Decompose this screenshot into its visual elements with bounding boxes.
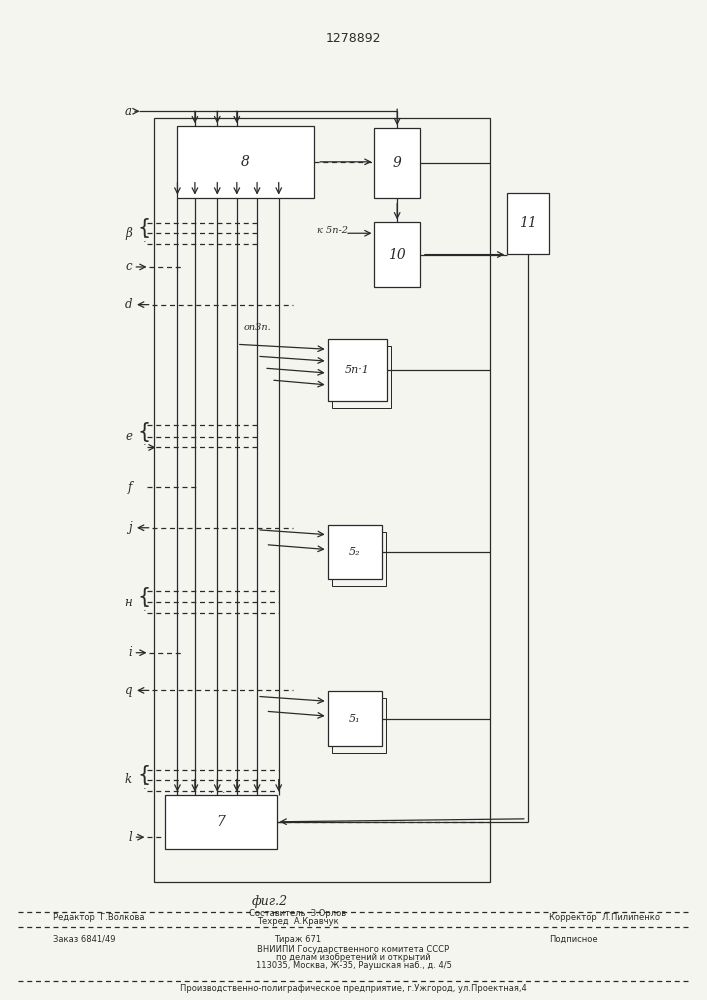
Bar	[154, 118, 490, 882]
Bar	[507, 193, 549, 254]
Text: 5п·1: 5п·1	[345, 365, 370, 375]
Bar	[327, 691, 382, 746]
Text: j: j	[129, 521, 132, 534]
Text: :: :	[143, 437, 146, 447]
Text: :: :	[143, 234, 146, 244]
Text: :: :	[143, 781, 146, 791]
Text: i: i	[128, 646, 132, 659]
Text: 1278892: 1278892	[326, 32, 381, 45]
Bar	[165, 795, 276, 849]
Bar	[177, 126, 314, 198]
Text: {: {	[138, 765, 151, 785]
Bar	[332, 532, 386, 586]
Text: Техред  А.Кравчук: Техред А.Кравчук	[257, 917, 339, 926]
Text: ВНИИПИ Государственного комитета СССР: ВНИИПИ Государственного комитета СССР	[257, 945, 450, 954]
Text: Производственно-полиграфическое предприятие, г.Ужгород, ул.Проектная,4: Производственно-полиграфическое предприя…	[180, 984, 527, 993]
Bar	[332, 698, 386, 753]
Text: q: q	[124, 684, 132, 697]
Text: фиг.2: фиг.2	[252, 895, 288, 908]
Text: 8: 8	[241, 155, 250, 169]
Text: :: :	[143, 603, 146, 613]
Bar	[375, 222, 420, 287]
Text: {: {	[138, 218, 151, 238]
Text: 5₁: 5₁	[349, 714, 361, 724]
Text: Тираж 671: Тираж 671	[274, 935, 321, 944]
Text: оп3п.: оп3п.	[244, 323, 271, 332]
Text: l: l	[128, 831, 132, 844]
Text: {: {	[138, 422, 151, 442]
Text: Корректор  Л.Пилипенко: Корректор Л.Пилипенко	[549, 913, 660, 922]
Text: Составитель  З.Орлов: Составитель З.Орлов	[249, 909, 346, 918]
Bar	[327, 525, 382, 579]
Bar	[375, 128, 420, 198]
Bar	[332, 346, 391, 408]
Text: ...: ...	[211, 111, 221, 121]
Text: 113035, Москва, Ж-35, Раушская наб., д. 4/5: 113035, Москва, Ж-35, Раушская наб., д. …	[255, 961, 452, 970]
Text: e: e	[125, 430, 132, 443]
Text: Редактор  Г.Волкова: Редактор Г.Волкова	[53, 913, 144, 922]
Text: f: f	[128, 481, 132, 494]
Text: c: c	[125, 260, 132, 273]
Text: к 5п-2: к 5п-2	[317, 226, 348, 235]
Text: 7: 7	[216, 815, 226, 829]
Text: н: н	[124, 596, 132, 609]
Text: по делам изобретений и открытий: по делам изобретений и открытий	[276, 953, 431, 962]
Text: 11: 11	[520, 216, 537, 230]
Text: d: d	[124, 298, 132, 311]
Text: 9: 9	[392, 156, 402, 170]
Text: k: k	[125, 773, 132, 786]
Text: a: a	[125, 105, 132, 118]
Text: 5₂: 5₂	[349, 547, 361, 557]
Text: Заказ 6841/49: Заказ 6841/49	[53, 935, 115, 944]
Text: Подписное: Подписное	[549, 935, 597, 944]
Text: {: {	[138, 587, 151, 607]
Bar	[327, 339, 387, 401]
Text: β: β	[125, 227, 132, 240]
Text: · · ·: · · ·	[210, 788, 225, 798]
Text: 10: 10	[388, 248, 406, 262]
